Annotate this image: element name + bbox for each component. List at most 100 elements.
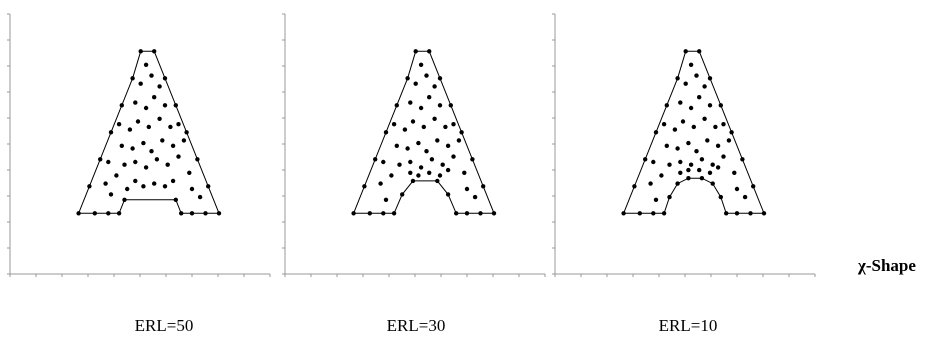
data-point <box>456 138 462 143</box>
data-point <box>421 124 426 130</box>
boundary-point <box>391 211 397 216</box>
boundary-point <box>394 103 399 108</box>
data-point <box>691 124 696 130</box>
boundary-point <box>162 76 168 81</box>
data-point <box>402 127 408 132</box>
boundary-point <box>351 211 356 216</box>
data-point <box>702 116 707 122</box>
data-point <box>154 157 160 162</box>
data-point <box>138 81 143 86</box>
boundary-point <box>724 211 729 216</box>
data-point <box>437 103 443 108</box>
data-point <box>424 73 429 78</box>
boundary-point <box>98 157 103 162</box>
data-point <box>710 162 715 167</box>
data-point <box>697 95 702 100</box>
boundary-point <box>206 184 211 189</box>
boundary-point <box>413 49 418 54</box>
data-point <box>721 122 726 127</box>
data-point <box>435 138 440 143</box>
boundary-point <box>661 211 667 216</box>
boundary-point <box>464 211 470 216</box>
boundary-point <box>667 194 672 200</box>
data-point <box>133 159 138 165</box>
data-point <box>678 100 683 105</box>
data-point <box>389 173 394 178</box>
chi-shape-label: χ-Shape <box>858 256 916 275</box>
data-point <box>686 140 691 146</box>
boundary-point <box>173 103 178 108</box>
data-point <box>464 186 470 192</box>
data-point <box>688 105 694 111</box>
data-point <box>378 181 383 186</box>
data-point <box>160 138 165 143</box>
boundary-point <box>643 157 648 162</box>
data-point <box>675 146 680 151</box>
data-point <box>157 116 162 122</box>
data-point <box>437 173 443 178</box>
data-point <box>432 116 437 122</box>
panel-2 <box>282 13 546 277</box>
data-point <box>702 84 707 89</box>
data-point <box>672 127 678 132</box>
data-point <box>713 124 718 130</box>
data-point <box>418 105 424 111</box>
data-point <box>106 159 111 165</box>
boundary-point <box>448 103 453 108</box>
data-point <box>699 157 705 162</box>
boundary-point <box>697 49 702 54</box>
data-point <box>146 124 151 130</box>
data-point <box>443 124 448 130</box>
boundary-point <box>92 211 98 216</box>
boundary-point <box>106 211 111 216</box>
data-point <box>445 143 451 148</box>
data-point <box>187 170 192 175</box>
data-point <box>418 165 424 170</box>
boundary-point <box>707 76 713 81</box>
data-point <box>678 159 683 165</box>
boundary-point <box>184 130 189 135</box>
boundary-point <box>381 211 386 216</box>
data-point <box>381 159 386 165</box>
caption-erl-50: ERL=50 <box>134 316 194 335</box>
data-point <box>678 170 683 175</box>
boundary-point <box>362 184 367 189</box>
data-point <box>143 105 149 111</box>
boundary-point <box>751 184 756 189</box>
data-point <box>683 81 688 86</box>
boundary-point <box>108 130 114 135</box>
data-point <box>705 138 710 143</box>
data-point <box>170 178 176 184</box>
boundary-point <box>373 157 378 162</box>
data-point <box>165 162 170 167</box>
data-point <box>680 119 686 124</box>
data-point <box>416 140 421 146</box>
panel-3 <box>552 13 816 277</box>
boundary-point <box>481 184 486 189</box>
data-point <box>424 149 429 154</box>
boundary-point <box>710 181 715 186</box>
boundary-point <box>189 211 195 216</box>
boundary-point <box>203 211 208 216</box>
data-point <box>688 162 694 167</box>
data-point <box>176 122 181 127</box>
boundary-point <box>122 197 127 202</box>
data-point <box>659 173 664 178</box>
data-point <box>391 122 397 127</box>
boundary-point <box>718 103 723 108</box>
data-point <box>408 100 413 105</box>
boundary-point <box>427 49 432 54</box>
caption-erl-10: ERL=10 <box>658 316 718 335</box>
boundary-point <box>383 130 389 135</box>
data-point <box>408 159 413 165</box>
data-point <box>462 170 467 175</box>
boundary-point <box>130 76 135 81</box>
boundary-point <box>405 76 410 81</box>
data-point <box>715 165 721 170</box>
data-point <box>686 167 691 173</box>
boundary-point <box>138 49 143 54</box>
boundary-point <box>459 130 464 135</box>
boundary-point <box>734 211 740 216</box>
boundary-point <box>454 211 459 216</box>
data-point <box>451 154 456 159</box>
